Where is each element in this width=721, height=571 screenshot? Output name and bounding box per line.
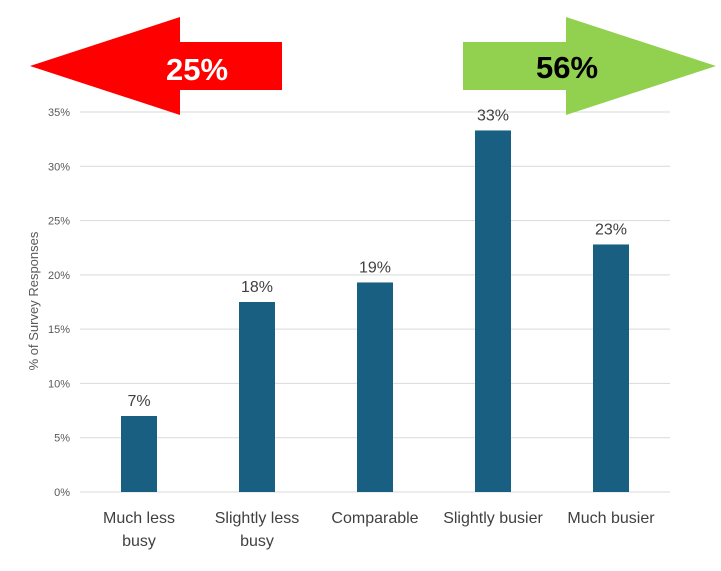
y-tick-label: 20% [48, 270, 70, 282]
decrease-arrow-annotation: 25% [30, 17, 282, 115]
y-tick-label: 10% [48, 378, 70, 390]
y-tick-label: 30% [48, 161, 70, 173]
decrease-arrow-shape [30, 17, 282, 115]
increase-arrow-annotation: 56% [463, 17, 716, 115]
data-label: 33% [477, 107, 509, 124]
bar [357, 282, 393, 492]
bar [475, 130, 511, 492]
y-tick-label: 35% [48, 107, 70, 119]
data-label: 19% [359, 259, 391, 276]
data-labels: 7% 18% 19% 33% 23% [127, 107, 627, 410]
bar [593, 244, 629, 492]
category-label: busy [122, 533, 156, 550]
y-tick-label: 25% [48, 216, 70, 228]
increase-arrow-label: 56% [536, 50, 598, 85]
decrease-arrow-label: 25% [166, 52, 228, 87]
y-axis-title: % of Survey Responses [26, 231, 41, 370]
category-label: Much less [103, 510, 175, 527]
data-label: 7% [127, 393, 150, 410]
category-label: busy [240, 533, 274, 550]
data-label: 18% [241, 279, 273, 296]
y-tick-label: 0% [54, 487, 70, 499]
category-label: Comparable [331, 510, 418, 527]
category-label: Much busier [567, 510, 655, 527]
bars [121, 130, 629, 492]
category-label: Slightly less [215, 510, 299, 527]
increase-arrow-shape [463, 17, 716, 115]
category-label: Slightly busier [443, 510, 543, 527]
x-axis-category-labels: Much less busy Slightly less busy Comparable… [103, 510, 655, 550]
bar [121, 416, 157, 492]
y-axis-tick-labels: 0% 5% 10% 15% 20% 25% 30% 35% [48, 107, 70, 499]
data-label: 23% [595, 221, 627, 238]
bar [239, 302, 275, 492]
y-tick-label: 15% [48, 324, 70, 336]
y-tick-label: 5% [54, 433, 70, 445]
